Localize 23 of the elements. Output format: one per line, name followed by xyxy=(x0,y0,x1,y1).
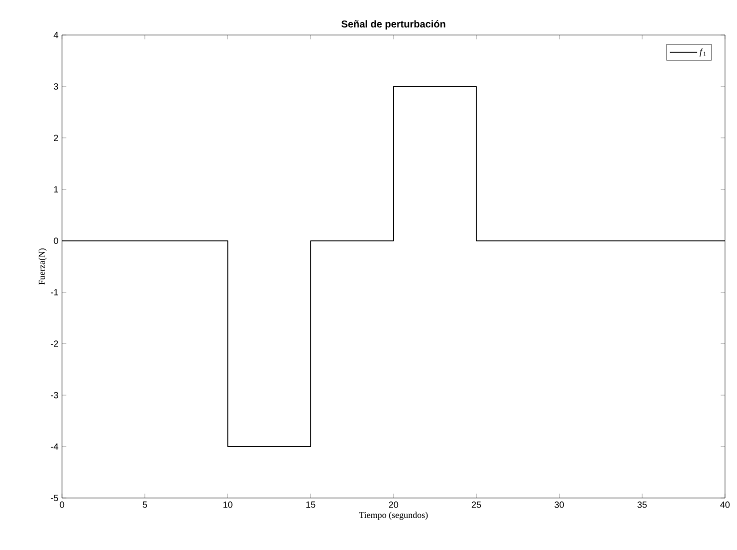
y-tick-label: -4 xyxy=(50,443,58,450)
y-tick-label: 4 xyxy=(54,32,58,38)
x-tick-label: 5 xyxy=(142,502,147,508)
y-tick-label: 1 xyxy=(54,186,58,192)
legend-label: f$_{1}$ xyxy=(700,48,706,57)
y-tick-label: 2 xyxy=(54,134,58,142)
y-tick-label: -2 xyxy=(50,340,58,347)
x-tick-label: 25 xyxy=(472,502,481,508)
y-tick-label: 3 xyxy=(54,83,58,90)
y-tick-label: -5 xyxy=(50,494,58,502)
y-axis-title: Fuerza(N) xyxy=(38,248,47,285)
x-tick-label: 30 xyxy=(554,502,564,508)
y-tick-label: -3 xyxy=(50,392,58,398)
x-tick-label: 20 xyxy=(388,502,398,508)
x-tick-label: 35 xyxy=(637,502,647,508)
y-tick-label: 0 xyxy=(54,238,58,244)
x-tick-label: 15 xyxy=(306,502,316,508)
y-tick-label: -1 xyxy=(50,289,58,296)
x-tick-label: 0 xyxy=(60,502,64,508)
x-tick-label: 40 xyxy=(720,502,730,508)
chart-title: Señal de perturbación xyxy=(341,20,446,30)
x-axis-title: Tiempo (segundos) xyxy=(359,512,428,520)
x-tick-label: 10 xyxy=(223,502,232,508)
